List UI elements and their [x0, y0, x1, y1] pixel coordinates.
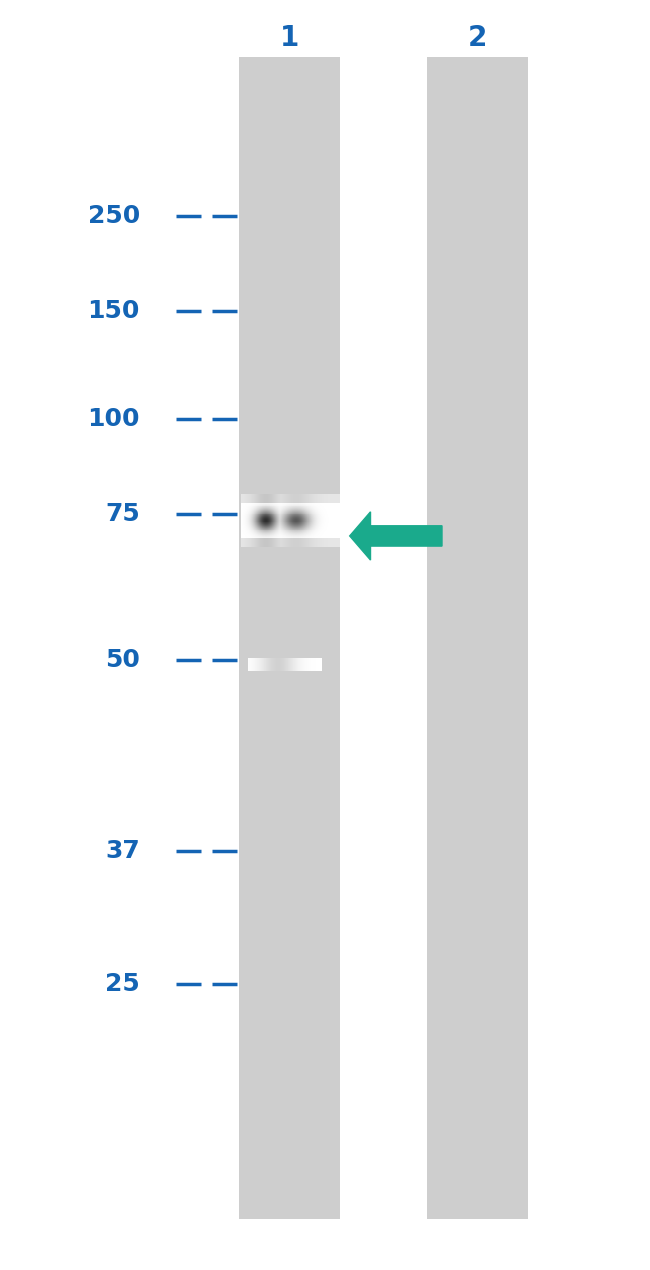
Text: 2: 2: [468, 24, 488, 52]
Text: 37: 37: [105, 839, 140, 862]
Bar: [428, 57, 528, 1219]
Text: 25: 25: [105, 973, 140, 996]
Text: 50: 50: [105, 649, 140, 672]
FancyArrow shape: [350, 512, 442, 560]
Text: 75: 75: [105, 503, 140, 526]
Text: 150: 150: [87, 300, 140, 323]
Bar: [239, 57, 339, 1219]
Text: 1: 1: [280, 24, 299, 52]
Text: 250: 250: [88, 204, 140, 227]
Text: 100: 100: [87, 408, 140, 431]
